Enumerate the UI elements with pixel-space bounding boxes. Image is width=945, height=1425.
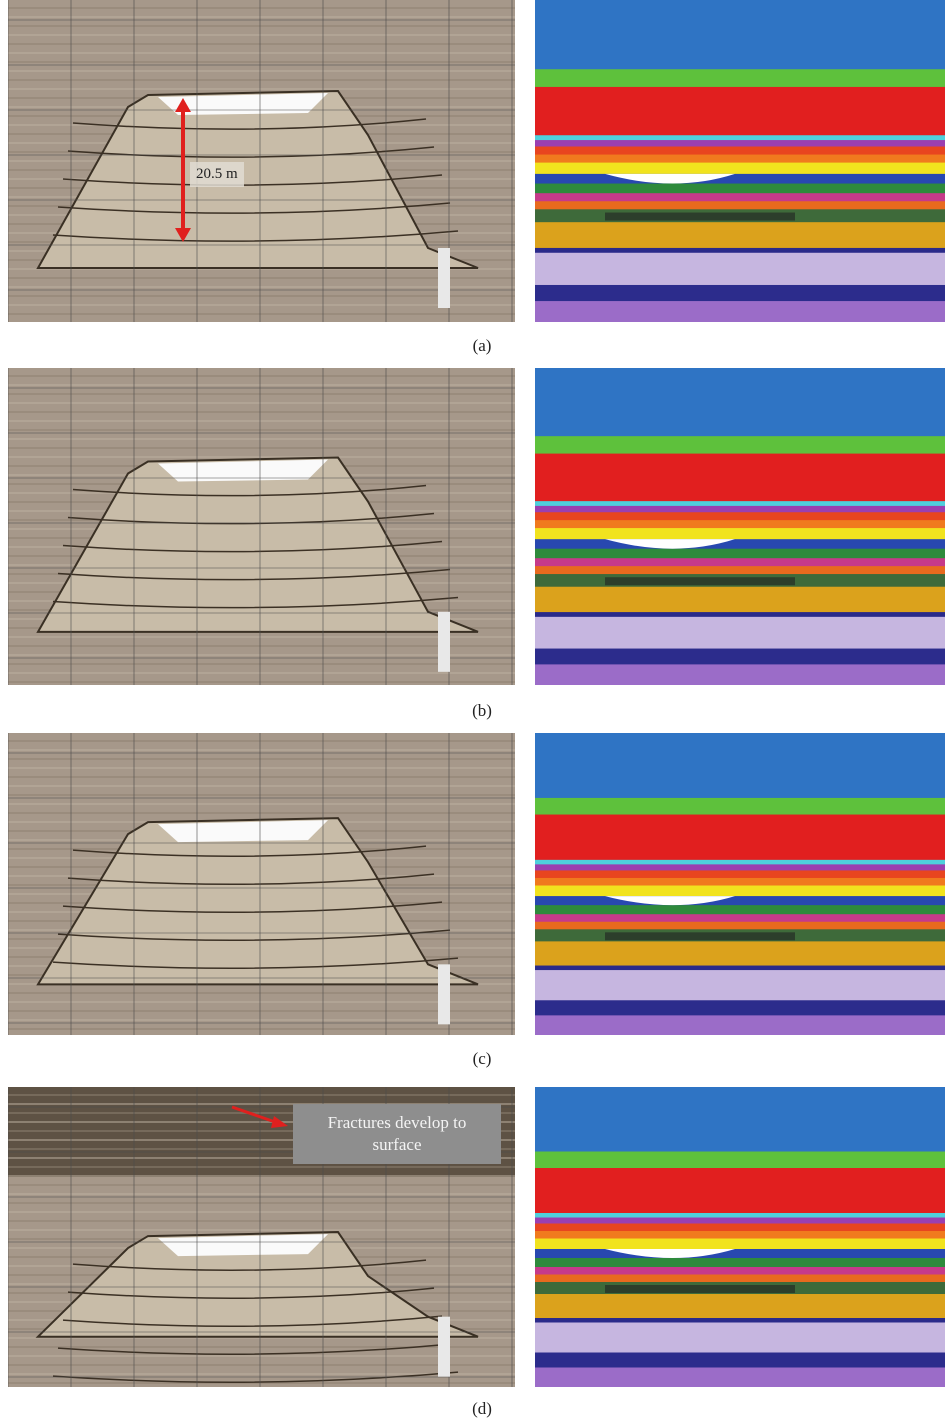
figure-page: (a) (b) (c) (d) 20.5 m Fractures develop to s… [0, 0, 945, 1425]
sim-layer [535, 558, 945, 566]
sim-layer [535, 147, 945, 156]
sim-layer [535, 1015, 945, 1035]
annotation-box: Fractures develop to surface [293, 1104, 501, 1164]
sim-layer [535, 896, 945, 906]
model-photo [8, 368, 515, 685]
sim-layer [535, 870, 945, 878]
support [438, 248, 450, 308]
panel-label: (c) [452, 1049, 512, 1069]
sim-layer [535, 1231, 945, 1239]
sim-layer [535, 539, 945, 549]
sim-layer [535, 368, 945, 437]
sim-layer [535, 922, 945, 930]
sim-layer [535, 155, 945, 164]
numerical-model [535, 368, 945, 685]
numerical-model [535, 733, 945, 1035]
sim-layer [535, 301, 945, 322]
sim-layer [535, 1000, 945, 1016]
goaf [605, 1285, 795, 1293]
sim-layer [535, 1318, 945, 1323]
sim-layer [535, 1239, 945, 1250]
sim-layer [535, 506, 945, 513]
sim-layer [535, 878, 945, 886]
sim-layer [535, 587, 945, 613]
sim-layer [535, 549, 945, 559]
sim-layer [535, 454, 945, 502]
numerical-model [535, 1087, 945, 1387]
panel-label: (a) [452, 336, 512, 356]
sim-layer [535, 1224, 945, 1232]
sim-layer [535, 566, 945, 574]
sim-layer [535, 512, 945, 520]
model-photo [8, 733, 515, 1035]
sim-layer [535, 1218, 945, 1225]
sim-layer [535, 528, 945, 540]
sim-layer [535, 664, 945, 685]
sim-layer [535, 201, 945, 210]
support [438, 964, 450, 1024]
sim-layer [535, 798, 945, 815]
sim-layer [535, 1294, 945, 1319]
sim-layer [535, 501, 945, 506]
sim-layer [535, 69, 945, 87]
sim-layer [535, 520, 945, 528]
sim-layer [535, 253, 945, 286]
sim-layer [535, 1258, 945, 1268]
panel-label: (b) [452, 701, 512, 721]
sim-layer [535, 649, 945, 665]
sim-layer [535, 135, 945, 140]
sim-layer [535, 248, 945, 253]
sim-layer [535, 1168, 945, 1214]
sim-layer [535, 436, 945, 454]
sim-layer [535, 1267, 945, 1275]
panel-label: (d) [452, 1399, 512, 1419]
support [438, 1317, 450, 1377]
sim-layer [535, 1249, 945, 1259]
sim-layer [535, 87, 945, 136]
sim-layer [535, 914, 945, 922]
goaf [605, 213, 795, 221]
sim-layer [535, 864, 945, 871]
sim-layer [535, 886, 945, 897]
sim-layer [535, 1323, 945, 1354]
sim-layer [535, 193, 945, 202]
sim-layer [535, 174, 945, 184]
numerical-model [535, 0, 945, 322]
model-photo [8, 0, 515, 322]
sim-layer [535, 1213, 945, 1218]
sim-layer [535, 905, 945, 915]
sim-layer [535, 970, 945, 1001]
sim-layer [535, 1368, 945, 1388]
sim-layer [535, 612, 945, 617]
support [438, 612, 450, 672]
sim-layer [535, 1152, 945, 1169]
sim-layer [535, 1353, 945, 1369]
sim-layer [535, 184, 945, 194]
sim-layer [535, 222, 945, 248]
sim-layer [535, 617, 945, 649]
sim-layer [535, 1275, 945, 1283]
sim-layer [535, 860, 945, 865]
goaf [605, 932, 795, 940]
goaf [605, 577, 795, 585]
sim-layer [535, 163, 945, 175]
sim-layer [535, 815, 945, 861]
sim-layer [535, 140, 945, 147]
sim-layer [535, 0, 945, 70]
sim-layer [535, 285, 945, 302]
sim-layer [535, 1087, 945, 1152]
dimension-label: 20.5 m [190, 162, 244, 187]
sim-layer [535, 941, 945, 966]
sim-layer [535, 733, 945, 798]
sim-layer [535, 966, 945, 971]
